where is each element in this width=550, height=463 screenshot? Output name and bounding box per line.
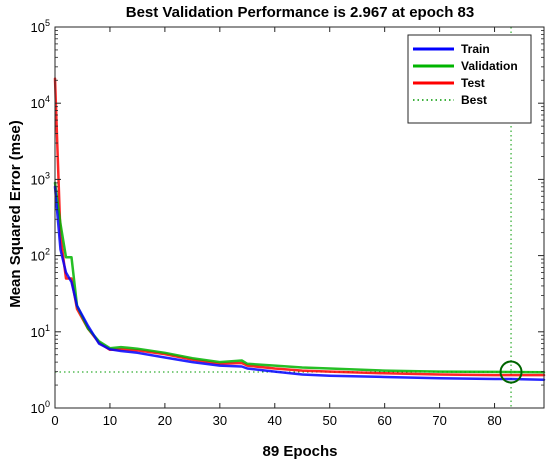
best-point-marker	[499, 360, 523, 384]
x-tick-label: 40	[268, 413, 282, 428]
legend-label-best: Best	[461, 93, 487, 107]
axes: 0 10 20 30 40 50 60 70 80 100 101 102 103 104 105	[31, 18, 545, 428]
y-axis-label: Mean Squared Error (mse)	[7, 120, 24, 308]
x-tick-label: 10	[103, 413, 117, 428]
axes-box	[54, 26, 545, 409]
legend-label-validation: Validation	[461, 59, 518, 73]
y-tick-label: 104	[31, 94, 50, 111]
y-tick-label: 103	[31, 170, 50, 187]
y-tick-label: 102	[31, 247, 50, 264]
x-tick-label: 60	[377, 413, 391, 428]
series-line-validation	[53, 181, 546, 374]
y-tick-label: 105	[31, 18, 50, 35]
chart-title: Best Validation Performance is 2.967 at …	[126, 4, 474, 21]
legend-label-train: Train	[461, 42, 490, 56]
x-axis-label: 89 Epochs	[262, 443, 337, 460]
x-tick-label: 70	[432, 413, 446, 428]
x-tick-label: 80	[487, 413, 501, 428]
y-tick-label: 100	[31, 399, 50, 416]
x-tick-label: 0	[51, 413, 58, 428]
y-tick-label: 101	[31, 323, 50, 340]
x-tick-label: 50	[322, 413, 336, 428]
legend: Train Validation Test Best	[407, 34, 532, 124]
x-tick-label: 20	[158, 413, 172, 428]
series-line-train	[53, 185, 546, 381]
x-tick-label: 30	[213, 413, 227, 428]
legend-label-test: Test	[461, 76, 485, 90]
